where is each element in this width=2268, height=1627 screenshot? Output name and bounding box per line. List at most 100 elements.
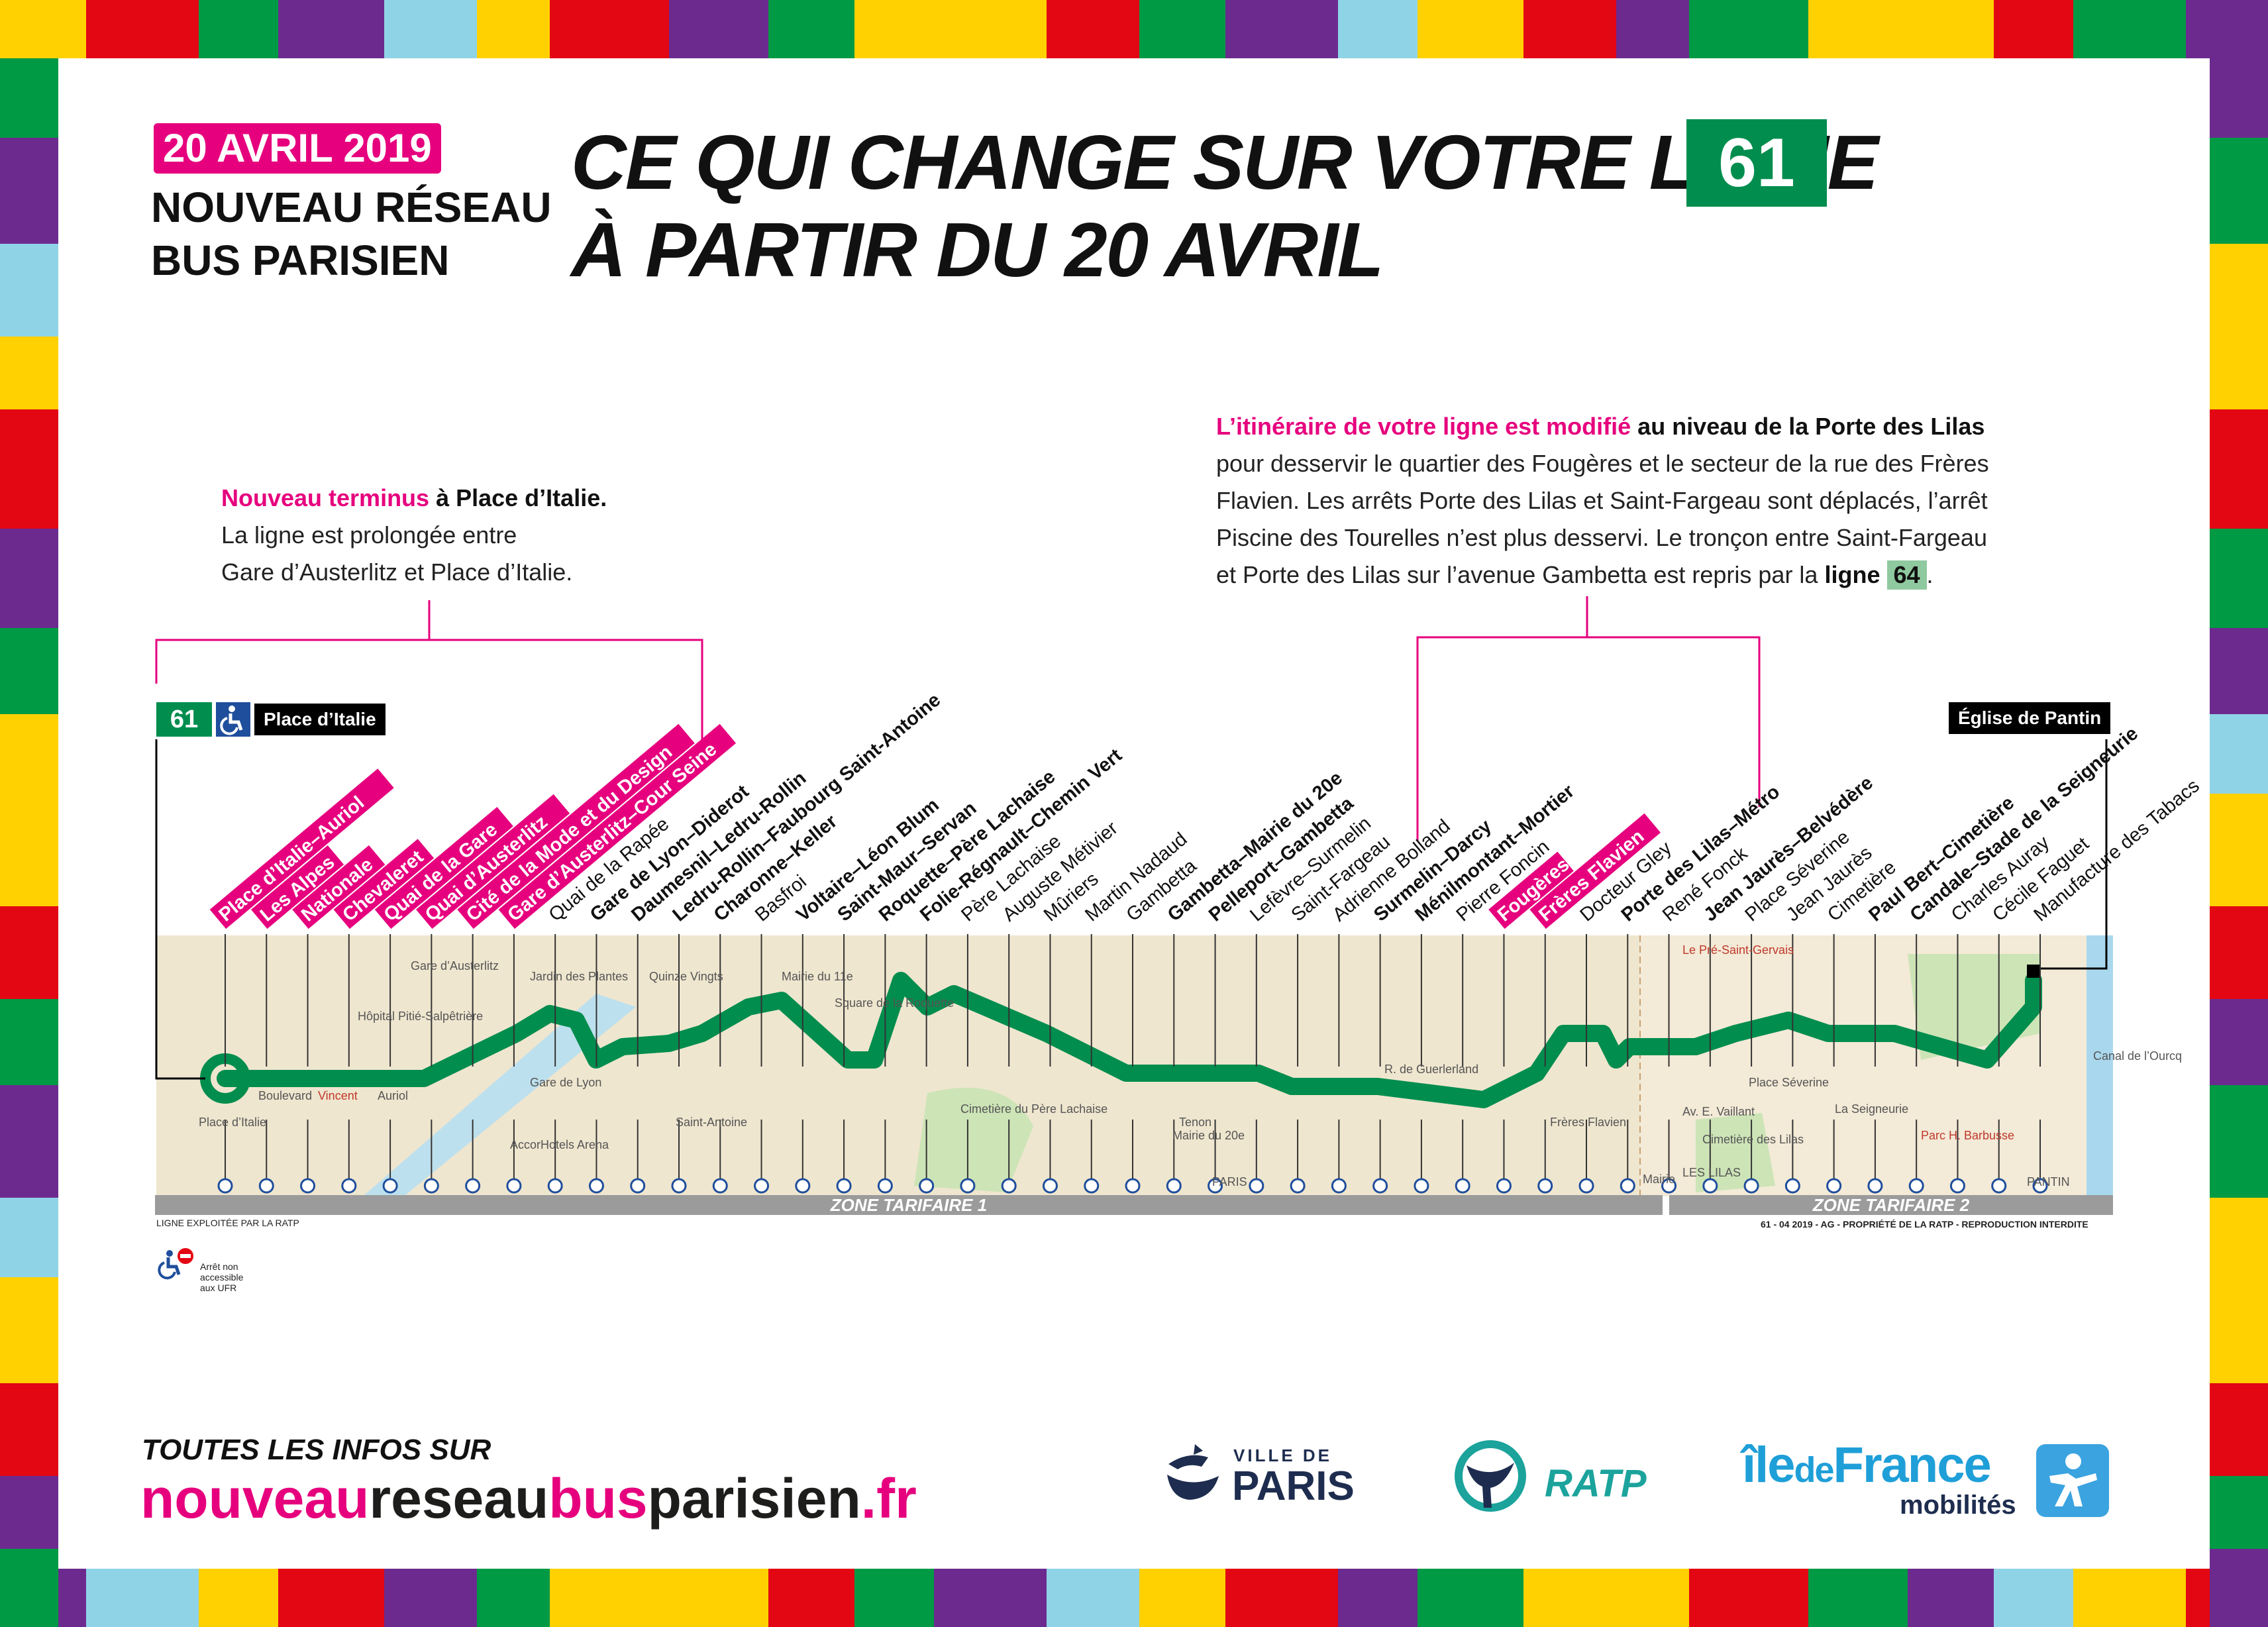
metro-icon [1331, 1178, 1347, 1194]
line-64-badge: 64 [1886, 560, 1927, 590]
metro-icon [1537, 1178, 1553, 1194]
metro-icon [382, 1178, 398, 1194]
metro-icon [341, 1178, 357, 1194]
route-line [217, 972, 2042, 1108]
border-segment [86, 1569, 199, 1627]
map-label: Vincent [318, 1089, 358, 1102]
note-left: Nouveau terminus à Place d’Italie. La li… [221, 480, 607, 591]
border-segment [0, 409, 58, 529]
map-label: Canal de l’Ourcq [2093, 1049, 2182, 1063]
border-segment [0, 1198, 58, 1277]
stop-new-highlight [374, 807, 513, 929]
metro-icon [1290, 1178, 1306, 1194]
border-segment [1808, 0, 1908, 58]
legend: Arrêt non accessible aux UFR [156, 1243, 243, 1293]
note-right-line-2: pour desservir le quartier des Fougères … [1216, 450, 1989, 477]
border-segment [1908, 0, 1994, 58]
stop-new-highlight [1488, 851, 1574, 929]
border-segment [1808, 1569, 1908, 1627]
map-label: Cimetière des Lilas [1702, 1133, 1804, 1146]
border-segment [550, 0, 669, 58]
border-segment [854, 1569, 934, 1627]
border-segment [1225, 1569, 1338, 1627]
idf-logo-subtitle: mobilités [1900, 1491, 2016, 1520]
metro-icon [919, 1178, 935, 1194]
metro-icon [1372, 1178, 1388, 1194]
border-segment [0, 529, 58, 628]
website-link[interactable]: nouveaureseaubusparisien.fr [140, 1467, 917, 1531]
cemetery-pere-lachaise [914, 1087, 1033, 1192]
border-segment [2210, 1085, 2268, 1198]
map-label: Mairie du 20e [1172, 1129, 1245, 1142]
border-segment [1523, 0, 1616, 58]
metro-icon [547, 1178, 563, 1194]
metro-icon [960, 1178, 976, 1194]
note-left-line-2: La ligne est prolongée entre [221, 521, 517, 549]
border-segment [934, 1569, 1047, 1627]
border-segment [1689, 1569, 1808, 1627]
border-segment [2210, 794, 2268, 906]
stop-new-highlight [333, 839, 435, 929]
border-segment [0, 138, 58, 244]
border-segment [2210, 529, 2268, 628]
metro-icon [1455, 1178, 1470, 1194]
stop-new-highlight [416, 794, 570, 929]
bracket-end [2040, 739, 2108, 970]
url-part-1: nouveau [140, 1467, 370, 1530]
border-segment [768, 0, 854, 58]
subtitle-line-2: BUS PARISIEN [151, 236, 450, 284]
border-segment [199, 0, 278, 58]
border-segment [1689, 0, 1808, 58]
map-label: Gare de Lyon [530, 1076, 601, 1089]
ratp-emblem-icon [1455, 1440, 1526, 1512]
info-title: TOUTES LES INFOS SUR [142, 1434, 491, 1466]
metro-icon [1414, 1178, 1429, 1194]
border-segment [2210, 1383, 2268, 1476]
copyright-note: 61 - 04 2019 - AG - PROPRIÉTÉ DE LA RATP… [1761, 1219, 2088, 1230]
ratp-logo-text: RATP [1545, 1462, 1647, 1505]
map-label: Quinze Vingts [649, 970, 723, 983]
cemetery-lilas [1696, 1113, 1775, 1192]
map-label: Jardin des Plantes [530, 970, 628, 983]
border-segment [0, 1476, 58, 1549]
border-segment [0, 1277, 58, 1383]
border-segment [854, 0, 934, 58]
map-label: Boulevard [258, 1089, 312, 1102]
metro-icon [1826, 1178, 1842, 1194]
border-segment [2210, 628, 2268, 714]
metro-icon [506, 1178, 522, 1194]
note-right-line-5-end: . [1926, 561, 1933, 588]
headline-line-2: À PARTIR DU 20 AVRIL [571, 207, 1384, 293]
border-segment [550, 1569, 669, 1627]
border-segment [0, 906, 58, 999]
stop-new-highlight [209, 768, 394, 929]
url-part-4: parisien [647, 1467, 861, 1530]
border-segment [1994, 1569, 2073, 1627]
stop-new-highlight [1529, 813, 1661, 929]
stop-new-highlight [457, 723, 695, 929]
bracket-start [155, 739, 205, 1080]
border-segment [2210, 138, 2268, 244]
paris-logo-big: PARIS [1232, 1463, 1355, 1509]
metro-icon [588, 1178, 604, 1194]
map-label: Frères Flavien [1550, 1116, 1626, 1129]
note-left-line-3: Gare d’Austerlitz et Place d’Italie. [221, 558, 573, 586]
border-segment [768, 1569, 854, 1627]
wheelchair-icon [216, 702, 250, 737]
wheelchair-no-access-icon [158, 1248, 193, 1280]
border-segment [86, 0, 199, 58]
border-segment [1908, 1569, 1994, 1627]
map-label: Saint-Antoine [676, 1116, 747, 1129]
border-segment [1338, 1569, 1418, 1627]
border-segment [2210, 244, 2268, 337]
operator-note: LIGNE EXPLOITÉE PAR LA RATP [156, 1218, 299, 1228]
metro-icon [1908, 1178, 1924, 1194]
border-segment [0, 337, 58, 409]
border-segment [1994, 0, 2073, 58]
map-label: Place Séverine [1749, 1076, 1829, 1089]
url-part-5: .fr [860, 1467, 917, 1530]
border-segment [1616, 0, 1689, 58]
metro-icon [1042, 1178, 1058, 1194]
note-right-title-rest: au niveau de la Porte des Lilas [1631, 413, 1985, 440]
